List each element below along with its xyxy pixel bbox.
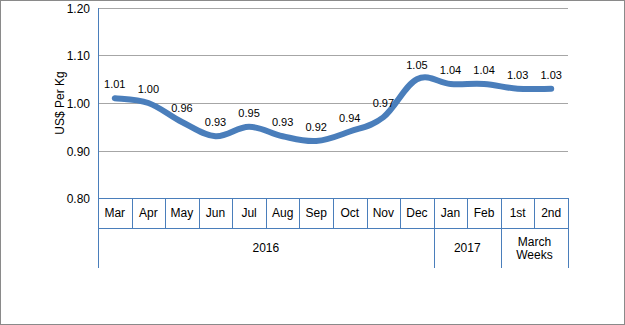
x-tick-label: May [171, 206, 194, 220]
x-category-separator [299, 198, 300, 228]
data-label: 0.93 [205, 116, 226, 128]
x-category-separator [501, 198, 502, 268]
x-tick-label: Nov [373, 206, 394, 220]
y-tick-label: 0.80 [67, 192, 91, 206]
x-category-separator [98, 198, 99, 268]
chart-root: 0.80 0.90 1.00 1.10 1.20 US$ Per Kg Mar Apr May J… [0, 0, 625, 325]
grid-line [98, 8, 568, 9]
x-tick-label: Dec [406, 206, 427, 220]
y-tick-label: 1.00 [67, 97, 91, 111]
x-tick-label: Apr [139, 206, 158, 220]
x-tick-label: Sep [306, 206, 328, 220]
data-label: 0.94 [339, 112, 360, 124]
x-tick-label: Jun [206, 206, 225, 220]
x-tick-label: 1st [510, 206, 527, 220]
data-label: 1.01 [104, 78, 125, 90]
y-tick-label: 0.90 [67, 145, 91, 159]
data-label: 1.04 [473, 64, 494, 76]
grid-line [98, 151, 568, 152]
data-label: 1.03 [541, 69, 562, 81]
x-category-separator [467, 198, 468, 228]
x-group-label-part: 2017 [454, 241, 481, 255]
data-label: 0.95 [238, 107, 259, 119]
y-tick-label: 1.20 [67, 2, 91, 16]
data-label: 0.93 [272, 116, 293, 128]
x-category-separator [232, 198, 233, 228]
data-label: 1.00 [138, 83, 159, 95]
outer-frame [1, 1, 625, 325]
x-group-label: 2016 [253, 241, 280, 255]
x-category-separator [568, 198, 569, 268]
data-label: 1.04 [440, 64, 461, 76]
x-category-separator [534, 198, 535, 228]
x-category-separator [333, 198, 334, 228]
x-tick-label: Jul [241, 206, 256, 220]
data-label: 0.92 [306, 121, 327, 133]
data-label: 1.05 [406, 59, 427, 71]
x-category-separator [165, 198, 166, 228]
x-tick-label: Mar [104, 206, 125, 220]
x-tick-label: Feb [474, 206, 495, 220]
x-tick-label: Jan [441, 206, 460, 220]
grid-line [98, 103, 568, 104]
chart: 0.80 0.90 1.00 1.10 1.20 US$ Per Kg Mar Apr May J… [0, 0, 625, 325]
data-label: 0.96 [171, 102, 192, 114]
x-category-separator [199, 198, 200, 228]
x-category-separator [367, 198, 368, 228]
x-axis-row-line [98, 228, 568, 229]
y-axis-title: US$ Per Kg [53, 71, 67, 134]
x-group-label: MarchWeeks [516, 235, 552, 262]
x-tick-label: Oct [340, 206, 359, 220]
data-label: 1.03 [507, 69, 528, 81]
series-line [115, 77, 551, 141]
x-category-separator [400, 198, 401, 228]
x-category-separator [434, 198, 435, 268]
y-axis-line [98, 8, 99, 268]
x-group-label-part: March [518, 235, 551, 249]
x-group-label-part: 2016 [253, 241, 280, 255]
plot-area [115, 77, 551, 141]
x-tick-label: 2nd [541, 206, 561, 220]
x-category-separator [132, 198, 133, 228]
x-group-label-part: Weeks [516, 248, 552, 262]
data-label: 0.97 [373, 97, 394, 109]
x-group-label: 2017 [454, 241, 481, 255]
x-tick-label: Aug [272, 206, 293, 220]
y-tick-label: 1.10 [67, 49, 91, 63]
x-category-separator [266, 198, 267, 228]
grid-line [98, 55, 568, 56]
